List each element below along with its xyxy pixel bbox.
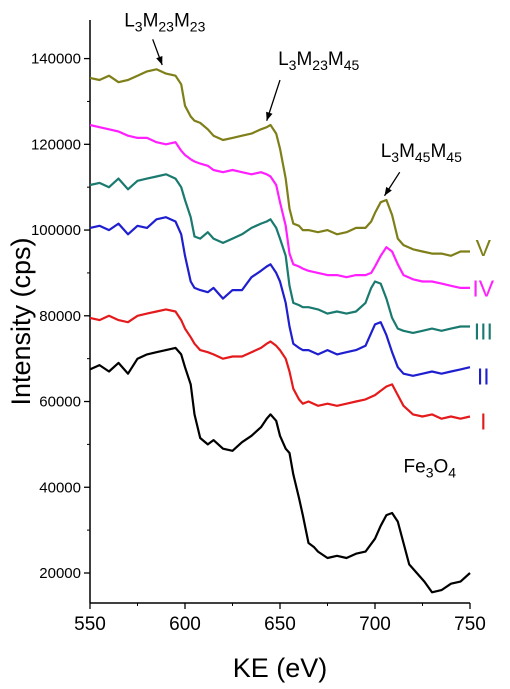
series-layer [89, 68, 471, 594]
annotation-arrow-head [384, 186, 392, 196]
curve-label-v: V [476, 235, 492, 261]
y-tick-label: 140000 [31, 51, 81, 68]
x-tick-label: 650 [264, 614, 296, 635]
plot-frame [89, 20, 470, 604]
curve-label-iii: III [474, 318, 493, 344]
annotation-l3m45m45: L3M45M45 [381, 141, 462, 165]
curve-label-ii: II [477, 363, 490, 389]
y-tick-label: 80000 [39, 308, 81, 325]
series-line-i [89, 308, 471, 420]
series-line-v [89, 68, 470, 257]
annotation-fe3o4: Fe3O4 [404, 456, 457, 480]
annotation-l3m23m45: L3M23M45 [278, 49, 359, 73]
annotation-arrow-head [156, 56, 163, 65]
annotation-l3m23m23: L3M23M23 [124, 10, 205, 34]
y-tick-label: 60000 [39, 394, 81, 411]
x-tick-label: 600 [169, 614, 201, 635]
y-tick-label: 100000 [31, 222, 81, 239]
series-line-iv [89, 123, 470, 289]
annotation-layer: L3M23M23 L3M23M45 L3M45M45 Fe3O4 [124, 10, 462, 480]
annotation-arrow-head [266, 111, 273, 121]
x-axis-title: KE (eV) [233, 653, 328, 683]
y-axis-title: Intensity (cps) [6, 237, 36, 405]
y-tick-label: 40000 [39, 479, 81, 496]
x-tick-label: 550 [74, 614, 106, 635]
y-tick-label: 120000 [31, 136, 81, 153]
curve-label-iv: IV [472, 275, 494, 301]
y-tick-label: 20000 [39, 565, 81, 582]
series-line-iii [89, 173, 470, 334]
series-line-fe3o4 [89, 346, 471, 594]
series-line-ii [89, 216, 471, 377]
curve-label-i: I [480, 408, 486, 434]
axis-ticks: 550 600 650 700 750 20000 40000 60000 80000 10000… [31, 51, 486, 635]
x-tick-label: 700 [359, 614, 391, 635]
x-tick-label: 750 [454, 614, 486, 635]
